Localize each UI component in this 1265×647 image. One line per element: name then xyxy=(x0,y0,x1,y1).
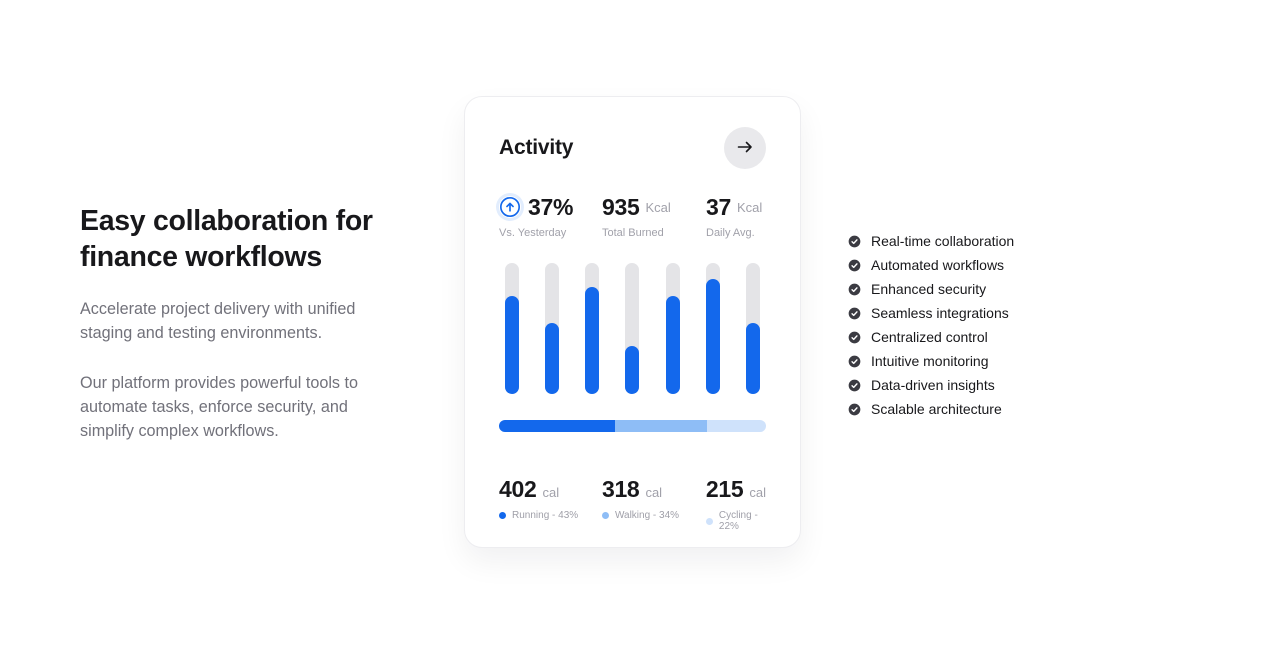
bar-fill-6 xyxy=(705,278,720,394)
breakdown-walking: 318 cal Walking - 34% xyxy=(601,476,706,532)
progress-segment-walking xyxy=(614,420,707,432)
legend-text: Running - 43% xyxy=(512,510,579,521)
check-circle-icon xyxy=(848,379,861,392)
bar-fill-5 xyxy=(665,295,680,394)
card-title: Activity xyxy=(499,136,574,159)
checklist-item-7: Data-driven insights xyxy=(848,373,1014,397)
check-circle-icon xyxy=(848,355,861,368)
progress-segment-cycling xyxy=(706,420,766,432)
breakdown-legend: Walking - 34% xyxy=(601,510,706,521)
check-circle-icon xyxy=(848,259,861,272)
stat-label: Daily Avg. xyxy=(706,227,755,239)
bar-track-6 xyxy=(705,263,720,394)
stat-unit: Kcal xyxy=(736,199,763,215)
feature-checklist: Real-time collaboration Automated workflo… xyxy=(848,229,1014,421)
legend-dot-icon xyxy=(601,512,609,519)
progress-segment-running xyxy=(499,420,615,432)
check-circle-icon xyxy=(848,403,861,416)
bar-fill-2 xyxy=(545,323,560,394)
checklist-item-3: Enhanced security xyxy=(848,277,1014,301)
checklist-item-8: Scalable architecture xyxy=(848,397,1014,421)
stat-value: 935 xyxy=(602,193,640,220)
checklist-item-label: Real-time collaboration xyxy=(871,233,1015,249)
bar-track-5 xyxy=(665,263,680,394)
breakdown-unit: cal xyxy=(749,485,766,500)
intro-paragraph-2: Our platform provides powerful tools to … xyxy=(80,374,359,440)
legend-dot-icon xyxy=(499,512,506,519)
checklist-item-label: Scalable architecture xyxy=(871,401,1002,417)
stat-label: Vs. Yesterday xyxy=(499,227,567,239)
activity-card: Activity 37% xyxy=(464,96,801,548)
intro-paragraph-1: Accelerate project delivery with unified… xyxy=(80,300,356,342)
bar-fill-7 xyxy=(745,323,760,394)
card-header: Activity xyxy=(499,127,766,169)
check-circle-icon xyxy=(848,283,861,296)
calorie-breakdown-row: 402 cal Running - 43% 318 cal Walking - 34% 21… xyxy=(499,476,766,532)
breakdown-unit: cal xyxy=(645,485,663,500)
stats-row: 37% Vs. Yesterday 935 Kcal Total Burned … xyxy=(499,193,766,240)
checklist-item-5: Centralized control xyxy=(848,325,1014,349)
bar-track-7 xyxy=(745,263,760,394)
stat-total-burned: 935 Kcal Total Burned xyxy=(602,193,706,240)
legend-text: Cycling - 22% xyxy=(718,510,758,532)
arrow-right-icon xyxy=(735,137,755,160)
checklist-item-1: Real-time collaboration xyxy=(848,229,1014,253)
bar-fill-1 xyxy=(505,295,519,394)
check-circle-icon xyxy=(848,235,861,248)
breakdown-value: 402 xyxy=(499,476,537,502)
activity-progress-bar xyxy=(499,420,766,432)
breakdown-value: 215 xyxy=(705,476,744,502)
bar-fill-4 xyxy=(625,345,640,394)
checklist-item-4: Seamless integrations xyxy=(848,301,1014,325)
stat-vs-yesterday: 37% Vs. Yesterday xyxy=(499,193,602,240)
arrow-button[interactable] xyxy=(724,127,766,169)
left-copy-section: Easy collaboration for finance workflows… xyxy=(80,203,410,443)
stat-unit: Kcal xyxy=(645,199,671,215)
stat-value: 37 xyxy=(706,193,731,220)
stat-label: Total Burned xyxy=(602,227,664,239)
up-arrow-circle-icon xyxy=(499,196,521,218)
bar-track-2 xyxy=(545,263,560,394)
breakdown-legend: Cycling - 22% xyxy=(705,510,766,532)
bar-track-1 xyxy=(505,263,519,394)
checklist-item-6: Intuitive monitoring xyxy=(848,349,1014,373)
breakdown-legend: Running - 43% xyxy=(499,510,602,521)
checklist-item-2: Automated workflows xyxy=(848,253,1014,277)
bar-track-3 xyxy=(585,263,600,394)
stat-value: 37% xyxy=(528,193,574,220)
bar-track-4 xyxy=(625,263,640,394)
activity-bar-chart xyxy=(499,263,766,394)
checklist-item-label: Centralized control xyxy=(871,329,988,345)
breakdown-running: 402 cal Running - 43% xyxy=(499,476,602,532)
checklist-item-label: Intuitive monitoring xyxy=(871,353,989,369)
checklist-item-label: Seamless integrations xyxy=(871,305,1009,321)
breakdown-cycling: 215 cal Cycling - 22% xyxy=(705,476,766,532)
checklist-item-label: Data-driven insights xyxy=(871,377,995,393)
legend-dot-icon xyxy=(705,517,713,525)
checklist-item-label: Enhanced security xyxy=(871,281,987,297)
breakdown-value: 318 xyxy=(601,476,640,502)
check-circle-icon xyxy=(848,307,861,320)
check-circle-icon xyxy=(848,331,861,344)
checklist-item-label: Automated workflows xyxy=(871,257,1005,273)
bar-fill-3 xyxy=(585,286,600,394)
breakdown-unit: cal xyxy=(542,485,560,500)
page-title: Easy collaboration for finance workflows xyxy=(80,205,373,273)
legend-text: Walking - 34% xyxy=(614,510,680,521)
stat-daily-avg: 37 Kcal Daily Avg. xyxy=(706,193,766,240)
